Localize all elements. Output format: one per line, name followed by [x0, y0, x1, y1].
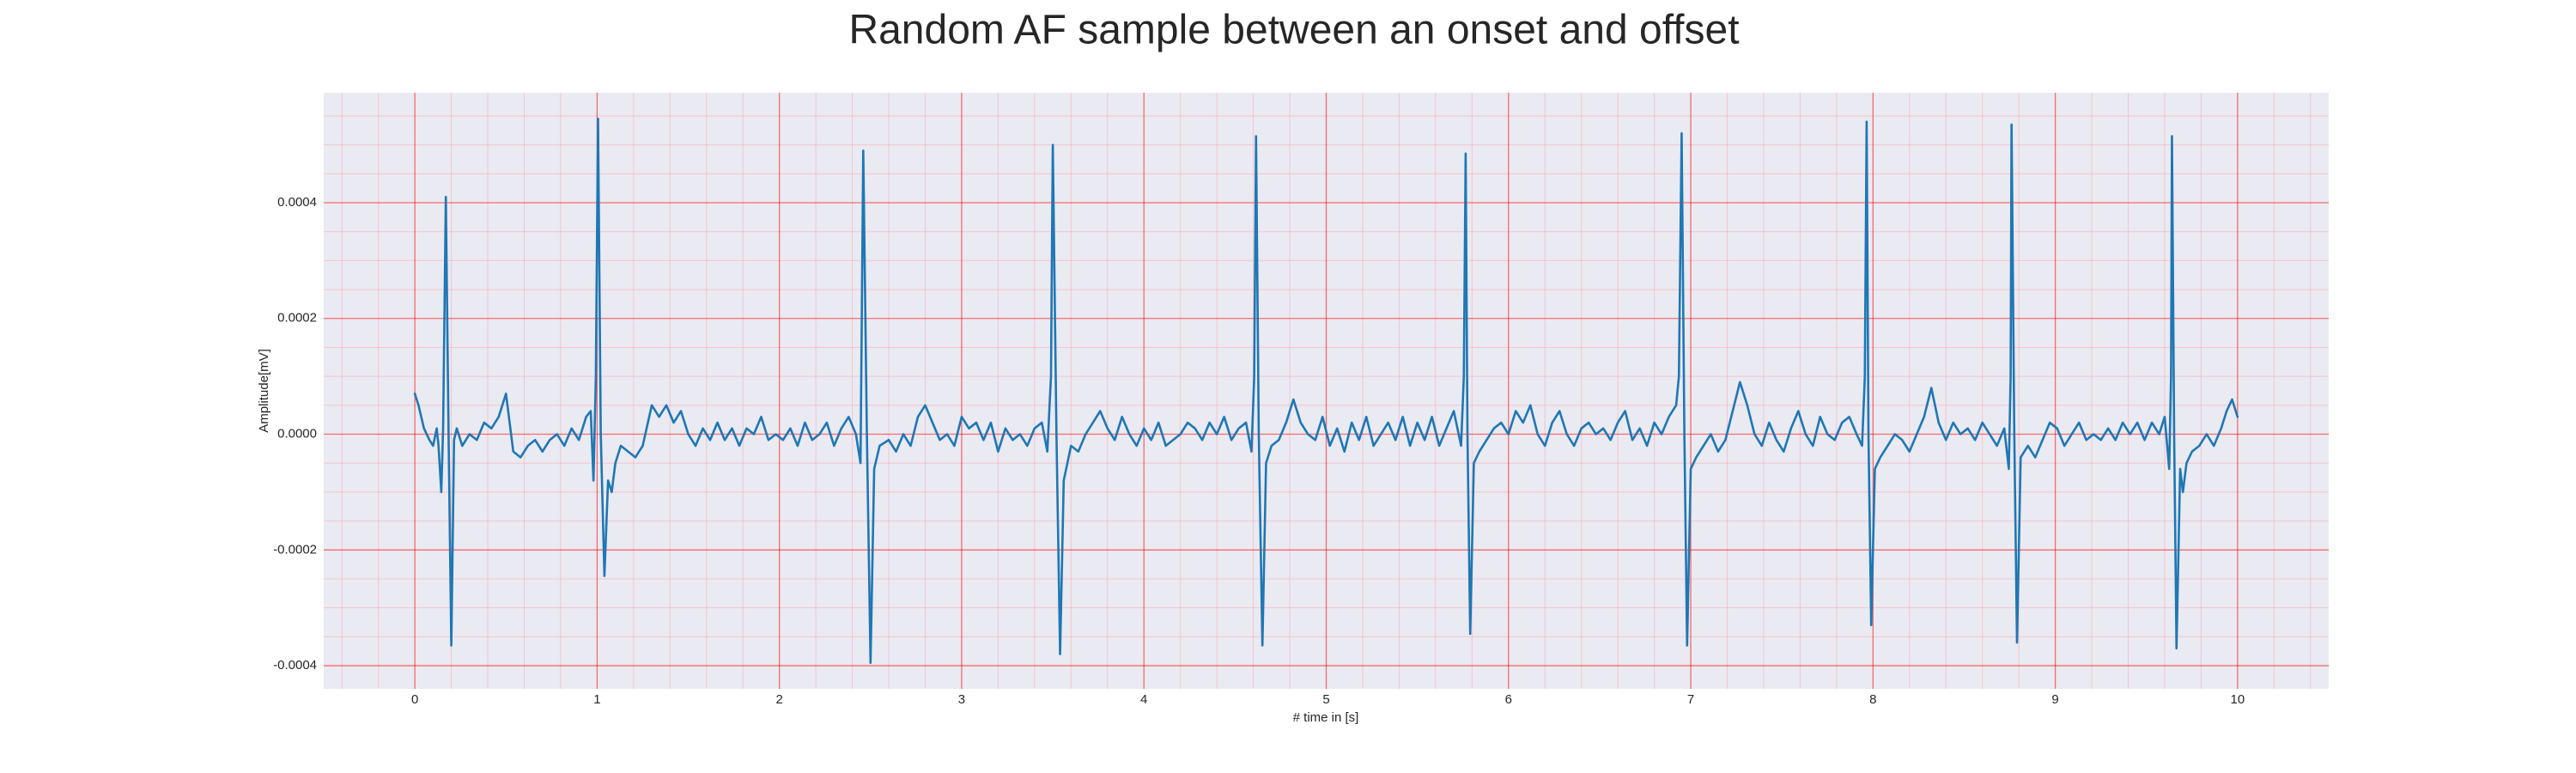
x-tick-label: 5	[1322, 692, 1329, 707]
grid	[324, 93, 2329, 689]
plot-marks	[413, 118, 2239, 664]
x-tick-label: 10	[2231, 692, 2245, 707]
x-tick-label: 8	[1869, 692, 1876, 707]
x-tick-label: 1	[593, 692, 600, 707]
chart-title: Random AF sample between an onset and of…	[848, 8, 1739, 53]
x-tick-label: 0	[411, 692, 418, 707]
y-axis-label: Amplitude[mV]	[257, 349, 271, 433]
x-axis-label: # time in [s]	[1293, 710, 1359, 725]
y-tick-label: -0.0002	[273, 542, 317, 557]
y-tick-label: -0.0004	[273, 658, 317, 673]
x-tick-label: 9	[2051, 692, 2058, 707]
x-tick-label: 2	[776, 692, 783, 707]
signal-line	[413, 118, 2239, 664]
y-tick-label: 0.0000	[277, 427, 317, 441]
x-tick-label: 4	[1140, 692, 1147, 707]
x-tick-label: 3	[958, 692, 965, 707]
y-tick-label: 0.0004	[277, 195, 317, 210]
y-tick-label: 0.0002	[277, 311, 317, 326]
x-tick-label: 6	[1505, 692, 1512, 707]
x-tick-label: 7	[1687, 692, 1694, 707]
